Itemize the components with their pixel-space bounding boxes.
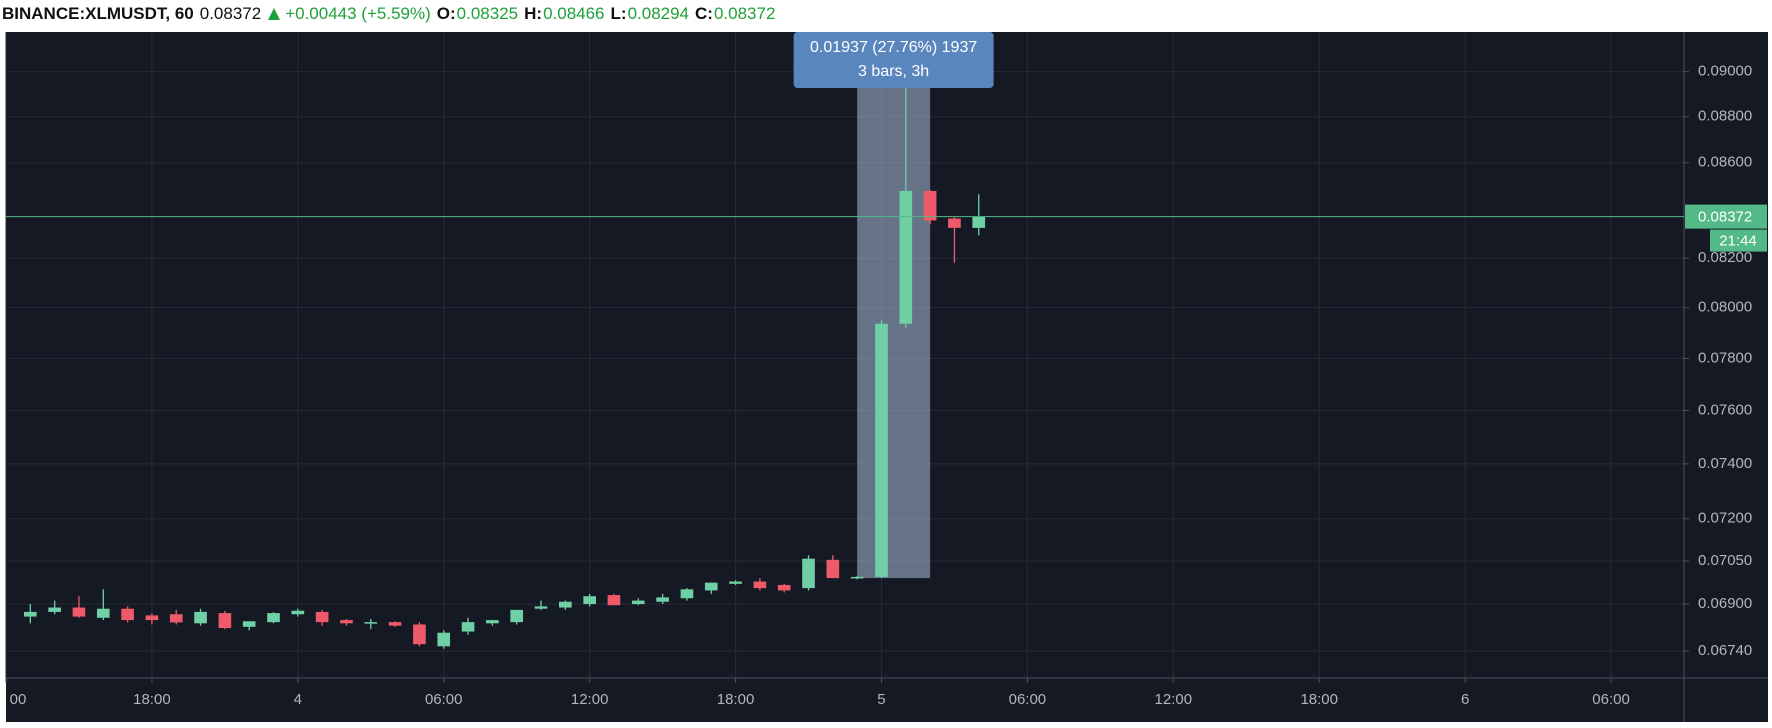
candle-body <box>777 584 791 591</box>
candle-body <box>242 621 256 627</box>
measure-range <box>857 87 931 579</box>
ohlc-value: 0.08325 <box>456 4 519 23</box>
candle-body <box>583 596 596 605</box>
candle-body <box>48 607 61 612</box>
x-tick-label: 5 <box>877 691 885 708</box>
ohlc-label: H: <box>524 4 543 23</box>
candle-body <box>486 620 499 624</box>
candle-body <box>559 601 572 608</box>
ohlc-label: L: <box>610 4 627 23</box>
candle-body <box>23 611 37 617</box>
y-tick-label: 0.06740 <box>1698 642 1752 659</box>
candle-body <box>96 608 110 618</box>
up-triangle <box>268 8 281 20</box>
price-label: 0.08372 <box>1698 209 1752 226</box>
header: BINANCE:XLMUSDT, 60 0.08372 +0.00443 (+5… <box>2 1 787 27</box>
x-tick-label: 06:00 <box>425 691 463 708</box>
candle-body <box>826 559 840 579</box>
y-tick-label: 0.08800 <box>1698 108 1752 125</box>
candle-body <box>753 581 767 589</box>
x-tick-label: 4 <box>294 691 302 708</box>
candle-body <box>534 606 548 609</box>
candle-body <box>680 589 694 599</box>
countdown-label: 21:44 <box>1719 233 1757 250</box>
candle-body <box>218 613 232 629</box>
ohlc-value: 0.08372 <box>713 4 776 23</box>
candle-body <box>169 614 183 623</box>
y-tick-label: 0.06900 <box>1698 595 1752 612</box>
last-price: 0.08372 <box>199 4 262 23</box>
candle-body <box>704 582 718 591</box>
candle-body <box>340 620 353 624</box>
ohlc-value: 0.08294 <box>627 4 690 23</box>
candle-body <box>437 632 451 647</box>
candle-body <box>972 216 986 228</box>
candle-body <box>729 581 742 584</box>
measure-tooltip <box>793 31 994 88</box>
x-tick-label: 12:00 <box>571 691 609 708</box>
ohlc: O:0.08325 H:0.08466 L:0.08294 C:0.08372 <box>437 4 782 24</box>
x-tick-label: 06:00 <box>1592 691 1630 708</box>
ohlc-value: 0.08466 <box>543 4 605 23</box>
measure-sublabel: 3 bars, 3h <box>858 63 929 80</box>
candle-body <box>656 597 669 602</box>
x-tick-label: 18:00 <box>717 691 755 708</box>
y-tick-label: 0.08600 <box>1698 154 1752 171</box>
candle-body <box>923 190 937 221</box>
y-tick-label: 0.07200 <box>1698 510 1752 527</box>
change: +0.00443 (+5.59%) <box>285 4 431 23</box>
candle-body <box>291 610 305 615</box>
candle-body <box>461 622 475 632</box>
y-tick-label: 0.07400 <box>1698 455 1752 472</box>
y-tick-label: 0.07800 <box>1698 349 1752 366</box>
candle-body <box>364 622 378 624</box>
candle-body <box>607 595 621 606</box>
candle-body <box>850 576 864 579</box>
countdown-box <box>1710 229 1767 252</box>
x-tick-label: 12:00 <box>1155 691 1193 708</box>
ohlc-label: O: <box>436 4 456 23</box>
candle-body <box>145 615 159 621</box>
y-tick-label: 0.08200 <box>1698 249 1752 266</box>
x-tick-label: 6 <box>1461 691 1469 708</box>
measure-label: 0.01937 (27.76%) 1937 <box>810 39 977 56</box>
symbol: BINANCE:XLMUSDT, 60 <box>2 4 194 23</box>
x-tick-label: 06:00 <box>1009 691 1047 708</box>
x-tick-label: 18:00 <box>133 691 171 708</box>
candle-body <box>267 613 280 623</box>
candle-body <box>802 558 815 589</box>
y-tick-label: 0.08000 <box>1698 299 1752 316</box>
candle-body <box>72 607 86 617</box>
candle-body <box>631 600 645 605</box>
ohlc-label: C: <box>695 4 713 23</box>
y-tick-label: 0.09000 <box>1698 63 1752 80</box>
y-tick-label: 0.07050 <box>1698 552 1752 569</box>
candle-body <box>948 218 961 228</box>
candle-body <box>315 611 329 623</box>
price-label-box <box>1685 204 1767 229</box>
candle-body <box>388 622 402 626</box>
candle-body <box>510 609 524 623</box>
candle-body <box>194 611 207 624</box>
y-tick-label: 0.07600 <box>1698 401 1752 418</box>
candle-body <box>121 608 134 621</box>
x-tick-label: 18:00 <box>1300 691 1338 708</box>
candle-body <box>875 323 888 577</box>
candle-body <box>413 624 426 645</box>
candle-body <box>899 190 913 324</box>
x-tick-label: 00 <box>10 691 27 708</box>
